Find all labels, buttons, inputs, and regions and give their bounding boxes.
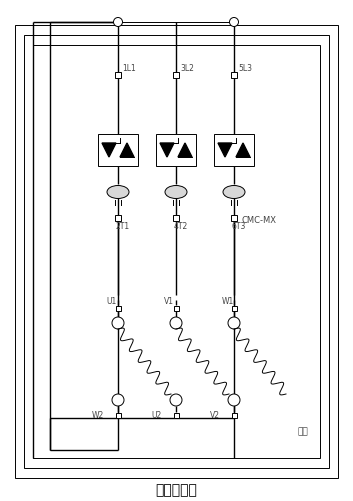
Circle shape bbox=[229, 18, 239, 27]
Text: V1: V1 bbox=[164, 297, 174, 306]
Text: 3L2: 3L2 bbox=[180, 64, 194, 73]
Text: V2: V2 bbox=[210, 410, 220, 419]
Text: W2: W2 bbox=[92, 410, 104, 419]
Polygon shape bbox=[160, 143, 174, 157]
Bar bbox=[115, 306, 120, 311]
Circle shape bbox=[114, 18, 122, 27]
Text: U1: U1 bbox=[106, 297, 116, 306]
Bar bbox=[33, 45, 320, 458]
Circle shape bbox=[228, 394, 240, 406]
Bar bbox=[231, 215, 237, 221]
Text: 6T3: 6T3 bbox=[232, 221, 246, 230]
Bar bbox=[232, 306, 237, 311]
Bar bbox=[115, 72, 121, 78]
Bar bbox=[173, 215, 179, 221]
Text: 5L3: 5L3 bbox=[238, 64, 252, 73]
Circle shape bbox=[170, 394, 182, 406]
Bar bbox=[98, 134, 138, 166]
Bar bbox=[80, 88, 278, 228]
Bar bbox=[115, 215, 121, 221]
Circle shape bbox=[112, 394, 124, 406]
Bar bbox=[156, 134, 196, 166]
Bar bbox=[232, 412, 237, 417]
Circle shape bbox=[228, 317, 240, 329]
Text: 4T2: 4T2 bbox=[174, 221, 188, 230]
Polygon shape bbox=[102, 143, 116, 157]
Text: W1: W1 bbox=[222, 297, 234, 306]
Polygon shape bbox=[120, 143, 134, 157]
Text: 三角形内接: 三角形内接 bbox=[155, 483, 197, 497]
Ellipse shape bbox=[223, 185, 245, 198]
Polygon shape bbox=[218, 143, 232, 157]
Text: CMC-MX: CMC-MX bbox=[241, 215, 276, 224]
Ellipse shape bbox=[107, 185, 129, 198]
Bar bbox=[174, 412, 179, 417]
Polygon shape bbox=[236, 143, 250, 157]
Bar bbox=[231, 72, 237, 78]
Bar bbox=[80, 302, 310, 442]
Bar bbox=[24, 35, 329, 468]
Text: 1L1: 1L1 bbox=[122, 64, 136, 73]
Bar bbox=[173, 72, 179, 78]
Text: 2T1: 2T1 bbox=[116, 221, 130, 230]
Bar bbox=[174, 306, 179, 311]
Text: U2: U2 bbox=[152, 410, 162, 419]
Circle shape bbox=[170, 317, 182, 329]
Text: 电机: 电机 bbox=[297, 427, 308, 436]
Ellipse shape bbox=[165, 185, 187, 198]
Bar bbox=[214, 134, 254, 166]
Circle shape bbox=[112, 317, 124, 329]
Polygon shape bbox=[178, 143, 192, 157]
Bar bbox=[115, 412, 120, 417]
